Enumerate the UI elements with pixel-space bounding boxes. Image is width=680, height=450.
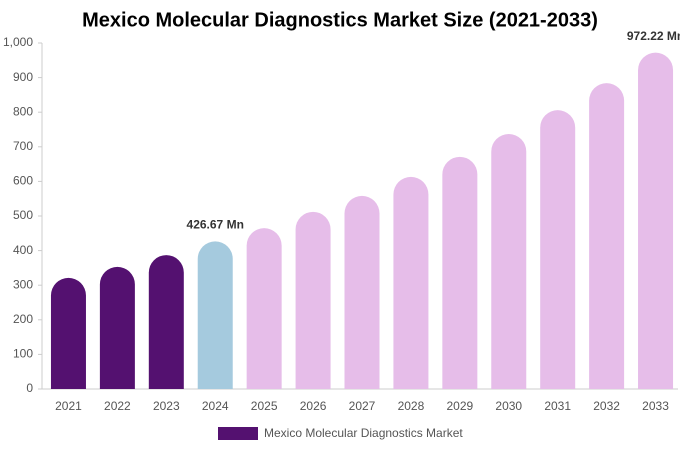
bar [197,241,233,389]
bar [589,83,625,390]
y-tick-label: 200 [13,312,33,326]
x-tick-label: 2033 [642,399,669,413]
x-tick-label: 2032 [593,399,620,413]
bar [540,110,576,390]
bar [148,255,184,389]
bar [442,156,478,389]
x-tick-label: 2028 [398,399,425,413]
y-tick-label: 500 [13,208,33,222]
chart-title: Mexico Molecular Diagnostics Market Size… [82,9,598,31]
bar [246,228,282,389]
bar [344,195,380,389]
bar [393,176,429,389]
x-tick-label: 2027 [349,399,376,413]
x-tick-label: 2024 [202,399,229,413]
y-tick-label: 0 [26,381,33,395]
bar [99,266,135,389]
y-tick-label: 400 [13,243,33,257]
x-tick-label: 2025 [251,399,278,413]
bar [50,277,86,389]
x-tick-label: 2029 [446,399,473,413]
y-tick-label: 600 [13,174,33,188]
bar [491,133,527,389]
y-tick-label: 100 [13,347,33,361]
y-tick-label: 700 [13,139,33,153]
x-tick-label: 2023 [153,399,180,413]
y-tick-label: 800 [13,104,33,118]
bar [295,211,331,389]
y-tick-label: 1,000 [3,35,33,49]
x-tick-label: 2031 [544,399,571,413]
x-tick-label: 2022 [104,399,131,413]
bar [638,52,674,389]
x-tick-label: 2021 [55,399,82,413]
y-tick-label: 300 [13,277,33,291]
legend-label: Mexico Molecular Diagnostics Market [264,426,463,440]
x-tick-label: 2030 [495,399,522,413]
y-tick-label: 900 [13,70,33,84]
x-tick-label: 2026 [300,399,327,413]
value-label: 972.22 Mn [627,29,680,43]
value-label: 426.67 Mn [187,218,244,232]
legend-swatch [218,427,258,440]
